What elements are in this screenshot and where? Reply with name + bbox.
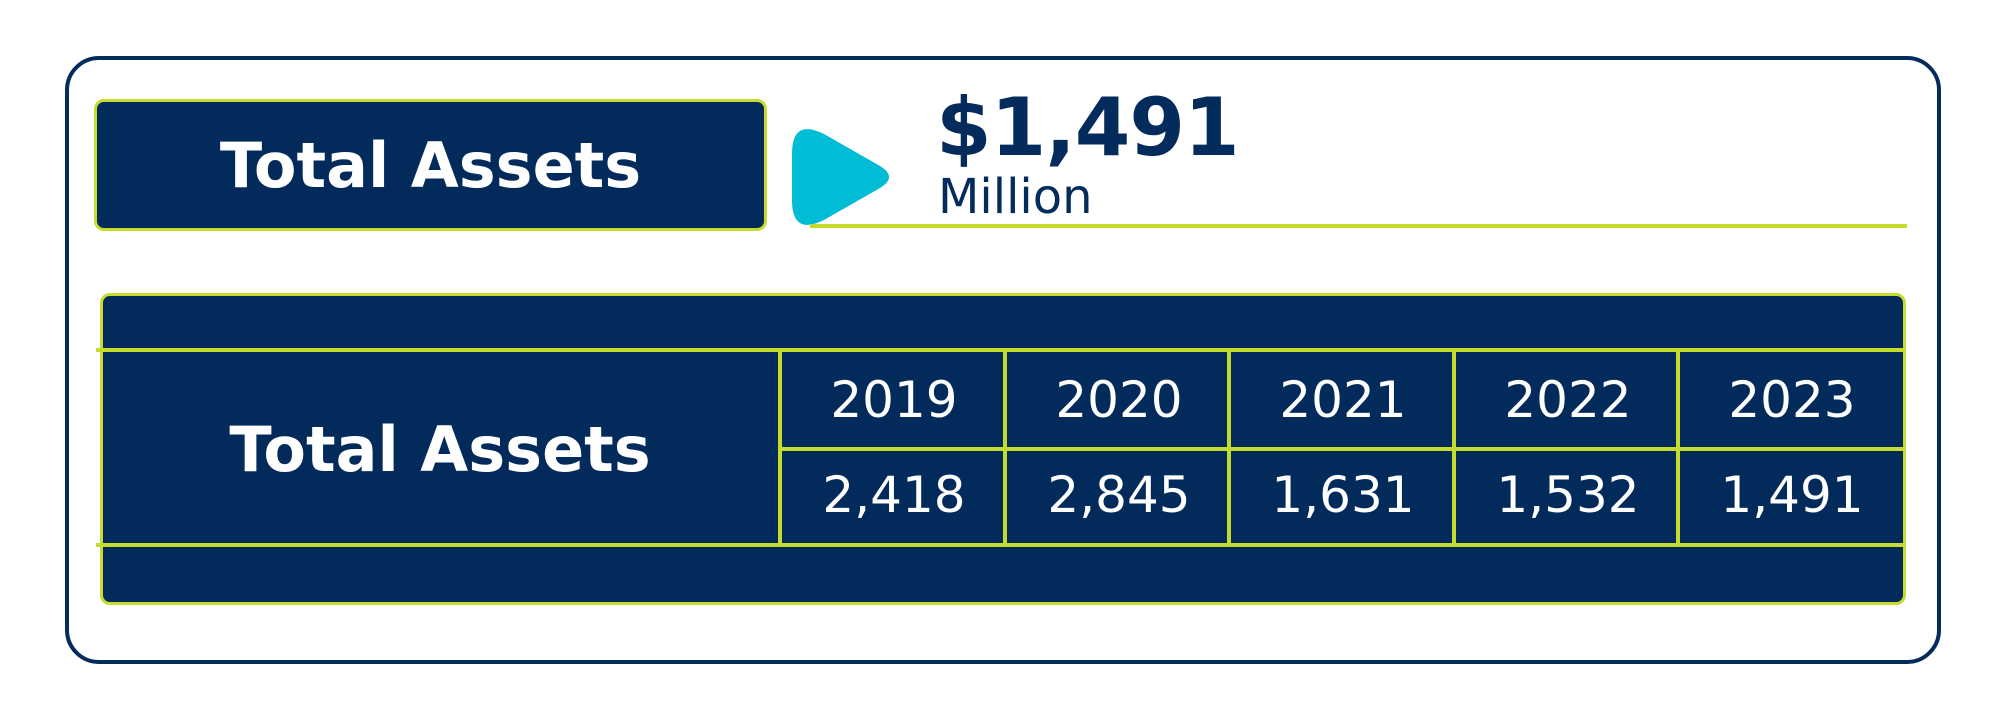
year-cell: 2021 — [1279, 371, 1407, 429]
value-cell: 1,631 — [1271, 466, 1415, 524]
table-bottom-rule — [96, 543, 1904, 547]
column-divider — [1003, 350, 1007, 547]
value-underline — [810, 224, 1907, 228]
total-assets-title: Total Assets — [94, 99, 767, 231]
value-unit: Million — [938, 169, 1093, 225]
table-top-rule — [96, 348, 1904, 352]
table-row-label: Total Assets — [229, 413, 651, 486]
year-cell: 2022 — [1504, 371, 1632, 429]
column-divider — [1676, 350, 1680, 547]
table-mid-rule — [780, 447, 1904, 451]
year-cell: 2020 — [1055, 371, 1183, 429]
total-assets-value: $1,491 — [936, 81, 1240, 174]
column-divider — [1227, 350, 1231, 547]
value-cell: 2,418 — [822, 466, 966, 524]
year-cell: 2019 — [830, 371, 958, 429]
value-cell: 1,491 — [1720, 466, 1864, 524]
year-cell: 2023 — [1728, 371, 1856, 429]
value-cell: 2,845 — [1047, 466, 1191, 524]
play-icon — [792, 129, 889, 225]
column-divider — [778, 350, 782, 547]
column-divider — [1452, 350, 1456, 547]
value-cell: 1,532 — [1496, 466, 1640, 524]
